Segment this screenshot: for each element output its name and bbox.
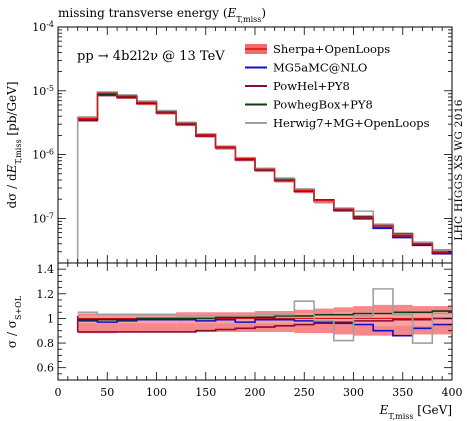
series-line-powhel-py8 xyxy=(77,94,452,254)
ratio-inner-band-bin xyxy=(294,313,315,325)
x-axis: 0 50 100 150 200 250 300 350 400 xyxy=(55,27,463,399)
ratio-line-herwig7-mg-openloops xyxy=(77,288,452,344)
ratio-inner-band-bin xyxy=(373,312,393,326)
main-series-lines xyxy=(76,91,452,263)
ratio-y-label: σ / σS+OL xyxy=(5,295,23,348)
ratio-line-powhel-py8 xyxy=(77,317,452,333)
legend-label: Herwig7+MG+OpenLoops xyxy=(273,116,430,130)
legend-label: Sherpa+OpenLoops xyxy=(273,42,390,56)
main-y-label: dσ / dET,miss [pb/GeV] xyxy=(5,82,23,209)
x-tick-label: 400 xyxy=(442,386,463,399)
side-label: LHC HIGGS XS WG 2016 xyxy=(453,99,465,240)
ratio-y-tick-label: 1.2 xyxy=(37,288,55,301)
legend-label: PowHel+PY8 xyxy=(273,79,350,93)
ratio-y-tick-label: 0.6 xyxy=(37,362,55,375)
x-tick-label: 0 xyxy=(55,386,62,399)
process-label: pp → 4b2l2ν @ 13 TeV xyxy=(77,49,225,64)
x-tick-label: 200 xyxy=(245,386,266,399)
plot-title: missing transverse energy (ET,miss) xyxy=(58,6,266,24)
main-y-tick-label: 10-7 xyxy=(32,211,54,226)
ratio-y-tick-label: 1 xyxy=(47,312,54,325)
legend: Sherpa+OpenLoops MG5aMC@NLO PowHel+PY8 Powh… xyxy=(245,42,430,130)
ratio-y-axis: 0.6 0.8 1 1.2 1.4 xyxy=(37,262,452,381)
x-tick-label: 300 xyxy=(343,386,364,399)
series-line-sherpa xyxy=(77,92,452,253)
x-tick-label: 350 xyxy=(392,386,413,399)
sherpa-band-bin xyxy=(373,223,393,229)
legend-label: PowhegBox+PY8 xyxy=(273,98,373,112)
x-tick-label: 150 xyxy=(195,386,216,399)
main-y-axis: 10-7 10-6 10-5 10-4 xyxy=(32,20,452,264)
x-tick-label: 50 xyxy=(100,386,114,399)
main-y-tick-label: 10-6 xyxy=(32,147,54,162)
legend-label: MG5aMC@NLO xyxy=(273,61,367,75)
ratio-y-tick-label: 1.4 xyxy=(37,263,55,276)
x-tick-label: 250 xyxy=(294,386,315,399)
ratio-inner-band-bin xyxy=(235,314,255,324)
main-y-tick-label: 10-4 xyxy=(32,20,54,35)
ratio-y-tick-label: 0.8 xyxy=(37,337,55,350)
main-y-tick-label: 10-5 xyxy=(32,83,54,98)
x-axis-label: ET,miss [GeV] xyxy=(379,403,452,421)
x-tick-label: 100 xyxy=(146,386,167,399)
ratio-series-lines xyxy=(76,288,452,344)
ratio-inner-band-bin xyxy=(353,312,374,326)
ratio-inner-band-bin xyxy=(314,313,334,325)
series-line-herwig7-mg-openloops xyxy=(77,91,452,251)
